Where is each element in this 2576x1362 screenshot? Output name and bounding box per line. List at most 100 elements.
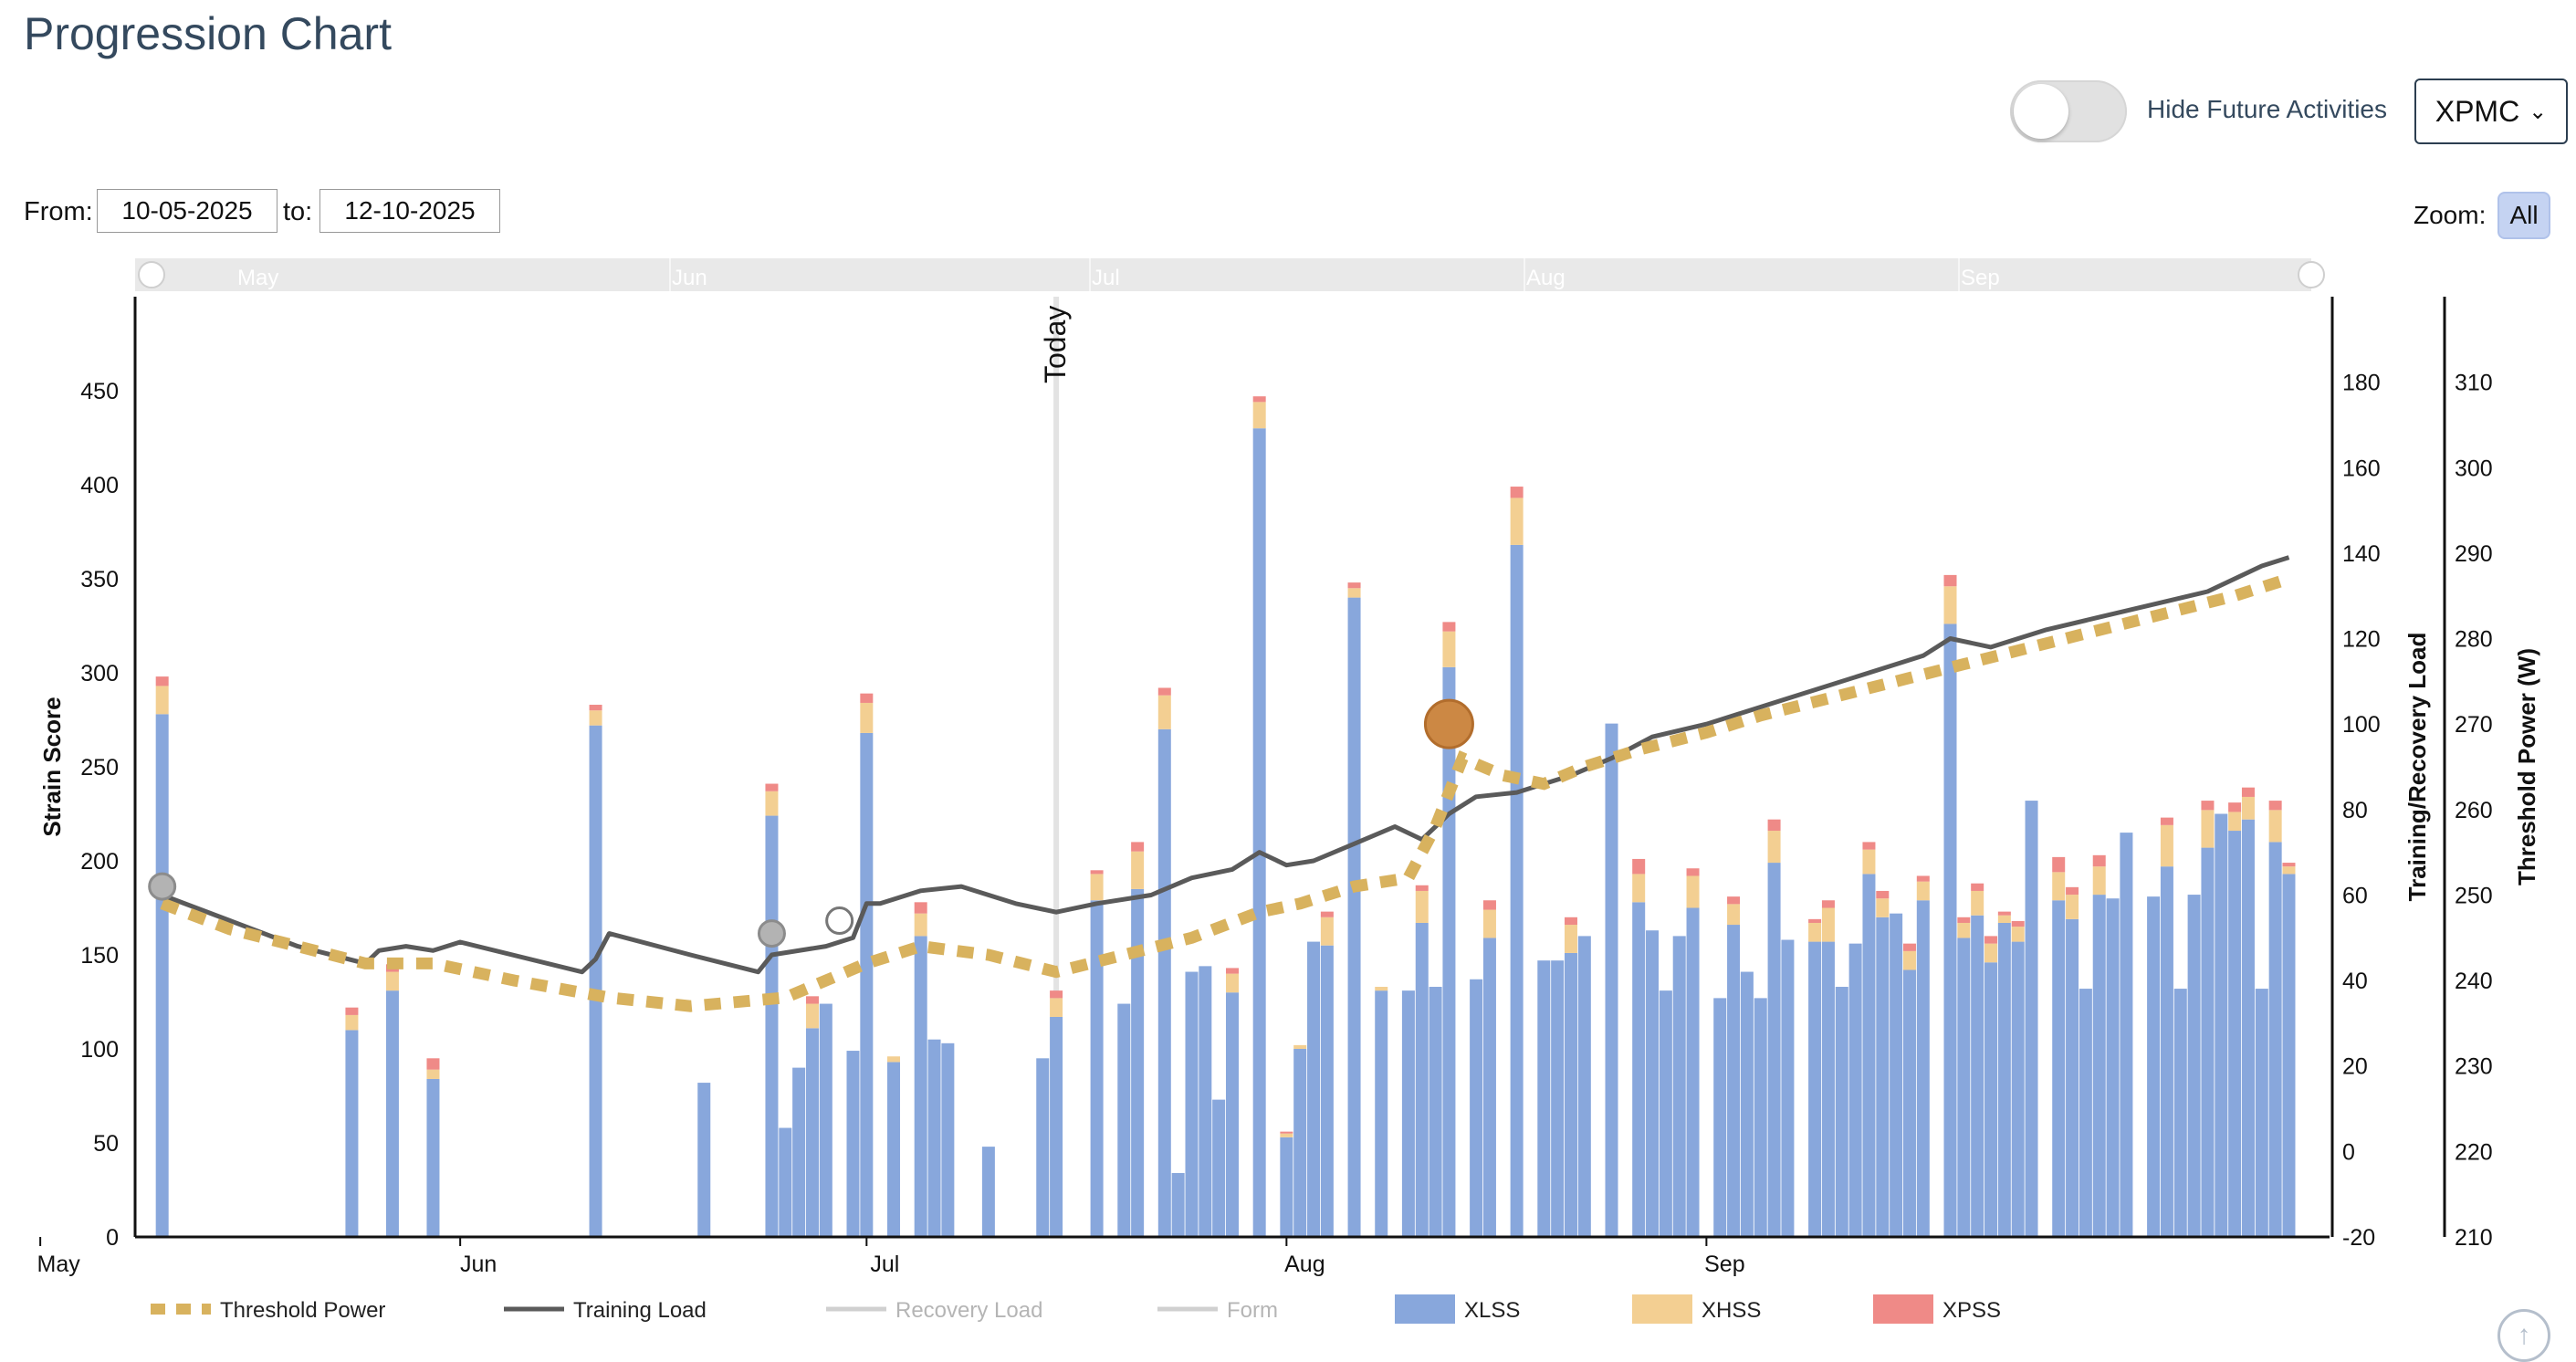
bar-xlss[interactable] (1902, 969, 1916, 1237)
bar-xlss[interactable] (1564, 952, 1577, 1237)
scroll-to-top-icon[interactable]: ↑ (2497, 1309, 2550, 1362)
bar-xpss[interactable] (2066, 886, 2079, 896)
bar-xpss[interactable] (1510, 487, 1524, 498)
bar-xpss[interactable] (1157, 687, 1171, 696)
bar-xlss[interactable] (2228, 831, 2242, 1237)
bar-xhss[interactable] (1090, 874, 1104, 901)
bar-xhss[interactable] (2282, 866, 2296, 875)
bar-xlss[interactable] (860, 732, 874, 1237)
bar-xlss[interactable] (887, 1062, 901, 1237)
bar-xlss[interactable] (385, 990, 399, 1237)
legend-item-xlss[interactable]: XLSS (1395, 1294, 1520, 1324)
bar-xpss[interactable] (1280, 1131, 1293, 1134)
bar-xhss[interactable] (2011, 927, 2025, 942)
bar-xhss[interactable] (1876, 898, 1890, 917)
bar-xhss[interactable] (1375, 987, 1388, 991)
bar-xlss[interactable] (1470, 979, 1483, 1237)
bar-xpss[interactable] (1984, 936, 1998, 944)
bar-xhss[interactable] (1821, 907, 1835, 942)
bar-xlss[interactable] (2066, 918, 2079, 1237)
bar-xhss[interactable] (2160, 824, 2173, 867)
bar-xlss[interactable] (1117, 1003, 1131, 1237)
bar-xlss[interactable] (2173, 989, 2187, 1237)
bar-xpss[interactable] (2241, 787, 2255, 797)
bar-xlss[interactable] (1713, 998, 1727, 1237)
bar-xpss[interactable] (1442, 622, 1456, 632)
bar-xlss[interactable] (1537, 960, 1551, 1237)
legend-item-xpss[interactable]: XPSS (1873, 1294, 2001, 1324)
bar-xpss[interactable] (1482, 900, 1496, 910)
bar-xhss[interactable] (1482, 909, 1496, 938)
bar-xlss[interactable] (1212, 1099, 1226, 1237)
bar-xhss[interactable] (2228, 812, 2242, 832)
threshold-power-line[interactable] (160, 572, 2291, 1012)
bar-xpss[interactable] (2092, 854, 2106, 867)
bar-xlss[interactable] (1890, 913, 1903, 1237)
navigator[interactable]: May Jun Jul Aug Sep (135, 258, 2325, 291)
bar-xpss[interactable] (914, 902, 927, 914)
bar-xpss[interactable] (805, 996, 819, 1004)
bar-xpss[interactable] (1727, 896, 1741, 905)
bar-xlss[interactable] (1429, 987, 1442, 1237)
bar-xhss[interactable] (1632, 874, 1646, 903)
bar-xhss[interactable] (2268, 810, 2282, 843)
bar-xlss[interactable] (914, 936, 927, 1237)
bar-xhss[interactable] (1686, 875, 1700, 908)
bar-xlss[interactable] (345, 1030, 359, 1237)
bar-xhss[interactable] (860, 702, 874, 733)
bar-xlss[interactable] (2092, 895, 2106, 1237)
metric-dropdown[interactable]: XPMC ⌄ (2414, 79, 2568, 144)
bar-xhss[interactable] (1916, 881, 1930, 901)
bar-xlss[interactable] (155, 714, 169, 1237)
bar-xhss[interactable] (589, 710, 602, 726)
bar-xpss[interactable] (1997, 911, 2011, 916)
bar-xpss[interactable] (345, 1007, 359, 1015)
bar-xhss[interactable] (1510, 498, 1524, 545)
bar-xlss[interactable] (2011, 941, 2025, 1237)
bar-xlss[interactable] (1415, 922, 1429, 1237)
navigator-left-handle[interactable] (138, 261, 165, 288)
bar-xlss[interactable] (2120, 833, 2133, 1237)
bar-xlss[interactable] (2215, 813, 2228, 1238)
bar-xpss[interactable] (1767, 819, 1781, 832)
bar-xlss[interactable] (1307, 941, 1321, 1237)
bar-xpss[interactable] (1971, 883, 1984, 891)
bar-xlss[interactable] (1997, 922, 2011, 1237)
bar-xhss[interactable] (1131, 851, 1145, 889)
bar-xlss[interactable] (1375, 990, 1388, 1237)
legend-item-xhss[interactable]: XHSS (1632, 1294, 1761, 1324)
bar-xlss[interactable] (2187, 895, 2201, 1237)
bar-xlss[interactable] (1754, 998, 1767, 1237)
bar-xlss[interactable] (779, 1127, 792, 1237)
bar-xhss[interactable] (1727, 904, 1741, 926)
bar-xlss[interactable] (2282, 874, 2296, 1237)
bar-xhss[interactable] (805, 1003, 819, 1029)
bar-xlss[interactable] (1957, 938, 1971, 1237)
bar-xhss[interactable] (385, 971, 399, 991)
bar-xlss[interactable] (941, 1042, 955, 1237)
training-load-line[interactable] (161, 555, 2290, 975)
bar-xpss[interactable] (1320, 911, 1334, 917)
bar-xpss[interactable] (1686, 868, 1700, 876)
bar-xlss[interactable] (1876, 917, 1890, 1237)
bar-xlss[interactable] (765, 815, 779, 1237)
bar-xhss[interactable] (1997, 915, 2011, 923)
bar-xlss[interactable] (1347, 597, 1361, 1237)
from-date-input[interactable] (97, 189, 277, 233)
bar-xlss[interactable] (1808, 941, 1822, 1237)
bar-xpss[interactable] (1564, 917, 1577, 926)
bar-xhss[interactable] (887, 1056, 901, 1063)
bar-xlss[interactable] (1767, 863, 1781, 1237)
bar-xpss[interactable] (1821, 900, 1835, 908)
bar-xhss[interactable] (2092, 866, 2106, 896)
bar-xlss[interactable] (697, 1083, 711, 1237)
event-marker[interactable] (1423, 698, 1474, 749)
bar-xhss[interactable] (1252, 402, 1266, 429)
bar-xpss[interactable] (1632, 858, 1646, 875)
bar-xlss[interactable] (2160, 866, 2173, 1237)
event-marker[interactable] (148, 872, 177, 901)
bar-xlss[interactable] (1131, 888, 1145, 1237)
bar-xlss[interactable] (2147, 896, 2161, 1237)
bar-xpss[interactable] (1226, 968, 1239, 974)
bar-xlss[interactable] (927, 1039, 941, 1237)
